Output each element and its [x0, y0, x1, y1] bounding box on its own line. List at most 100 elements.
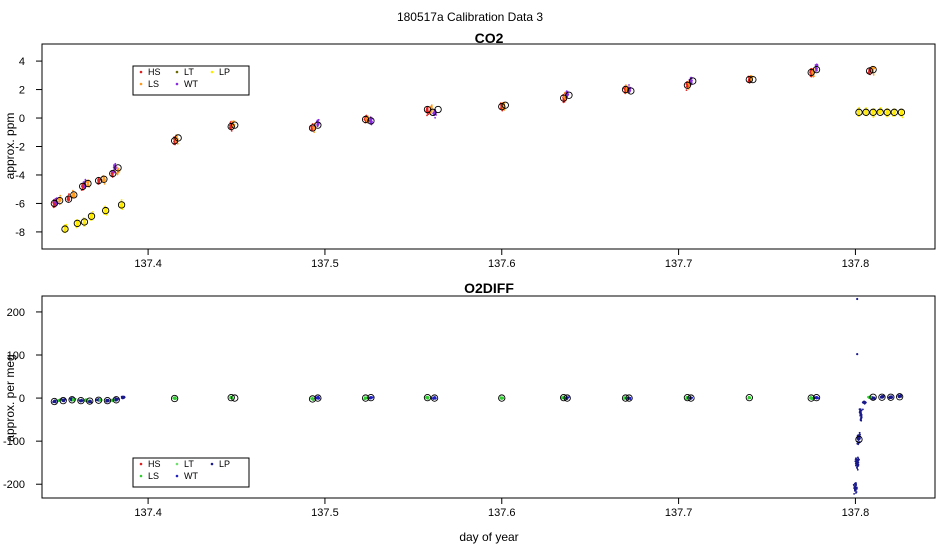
data-point	[809, 71, 811, 74]
data-point	[629, 396, 632, 399]
data-point	[176, 142, 179, 145]
data-point	[105, 210, 108, 213]
data-point	[859, 408, 862, 411]
data-point	[853, 493, 855, 495]
mean-marker	[103, 397, 112, 405]
o2diff-ticks: 137.4 137.5 137.6 137.7 137.8 -200 -100 0 100 200	[3, 307, 869, 519]
mean-marker	[689, 77, 697, 85]
data-point	[83, 220, 86, 223]
mean-marker	[231, 394, 239, 402]
mean-marker	[501, 101, 509, 109]
data-point	[901, 116, 904, 119]
data-point	[425, 108, 428, 111]
data-point	[858, 431, 861, 434]
data-point	[317, 118, 320, 121]
data-point	[117, 167, 119, 170]
data-point	[65, 223, 68, 226]
mean-marker	[498, 102, 506, 111]
data-point	[104, 210, 107, 213]
data-point	[858, 111, 861, 113]
data-point	[431, 106, 433, 108]
mean-marker	[565, 91, 573, 99]
mean-marker	[59, 397, 67, 405]
mean-marker	[869, 65, 877, 74]
mean-marker	[890, 108, 898, 116]
data-point	[363, 118, 366, 121]
legend-marker-ls	[139, 474, 143, 478]
data-point	[61, 400, 64, 402]
co2-ylabel: approx. ppm	[3, 113, 17, 180]
data-point	[502, 104, 505, 107]
mean-marker	[361, 394, 370, 402]
data-point	[63, 229, 65, 232]
data-point	[174, 396, 177, 398]
data-point	[427, 113, 430, 116]
data-point	[499, 107, 502, 110]
data-point	[856, 468, 859, 471]
data-point	[313, 131, 316, 134]
mean-marker	[109, 169, 117, 178]
data-point	[562, 101, 565, 104]
legend-label-hs: HS	[148, 67, 161, 77]
data-point	[809, 69, 812, 72]
data-point	[120, 204, 123, 206]
data-point	[426, 109, 429, 112]
data-point	[860, 413, 863, 416]
legend-marker-lp	[210, 462, 214, 466]
legend-label-lt: LT	[184, 67, 194, 77]
mean-marker	[865, 67, 874, 75]
data-point	[890, 396, 893, 399]
mean-marker	[745, 393, 753, 402]
figure-suptitle: 180517a Calibration Data 3	[397, 10, 543, 24]
y-tick-label: 200	[7, 307, 25, 319]
mean-marker	[64, 195, 73, 203]
data-point	[313, 127, 316, 130]
data-point	[815, 63, 818, 66]
data-point	[432, 113, 435, 115]
data-point	[814, 70, 817, 72]
data-point	[855, 487, 858, 490]
data-point	[865, 107, 868, 109]
data-point	[369, 396, 372, 399]
co2-panel: CO2 approx. ppm 137.4 137.5 137.6 137.7 137.…	[3, 30, 936, 270]
data-point	[84, 400, 87, 403]
data-point	[174, 397, 176, 400]
data-point	[426, 114, 428, 117]
mean-marker	[80, 218, 89, 226]
data-point	[898, 395, 901, 398]
data-point	[892, 111, 895, 114]
data-point	[427, 396, 429, 399]
o2diff-series	[52, 297, 903, 495]
data-point	[317, 122, 319, 124]
legend-label-lp: LP	[219, 67, 230, 77]
legend-label-ls: LS	[148, 471, 159, 481]
data-point	[97, 399, 99, 401]
mean-marker	[50, 397, 59, 406]
mean-marker	[423, 393, 432, 402]
y-tick-label: -100	[3, 436, 25, 448]
mean-marker	[883, 108, 891, 116]
data-point	[853, 487, 855, 489]
legend-marker-lt	[175, 70, 179, 74]
data-point	[369, 121, 372, 124]
mean-marker	[117, 201, 126, 209]
data-point	[859, 433, 861, 436]
data-point	[76, 221, 79, 224]
legend-marker-lt	[175, 462, 179, 466]
y-tick-label: 100	[7, 350, 25, 362]
o2diff-plot-frame	[41, 295, 936, 499]
data-point	[59, 194, 62, 197]
data-point	[860, 411, 862, 414]
data-point	[311, 128, 313, 131]
data-point	[72, 194, 75, 197]
data-point	[872, 116, 875, 119]
y-tick-label: 2	[19, 85, 25, 97]
data-point	[855, 491, 858, 493]
data-point	[566, 92, 569, 95]
x-tick-label: 137.7	[665, 507, 693, 519]
data-point	[858, 112, 861, 115]
data-point	[79, 400, 81, 402]
mean-marker	[745, 75, 753, 84]
mean-marker	[625, 394, 633, 402]
mean-marker	[430, 394, 439, 402]
